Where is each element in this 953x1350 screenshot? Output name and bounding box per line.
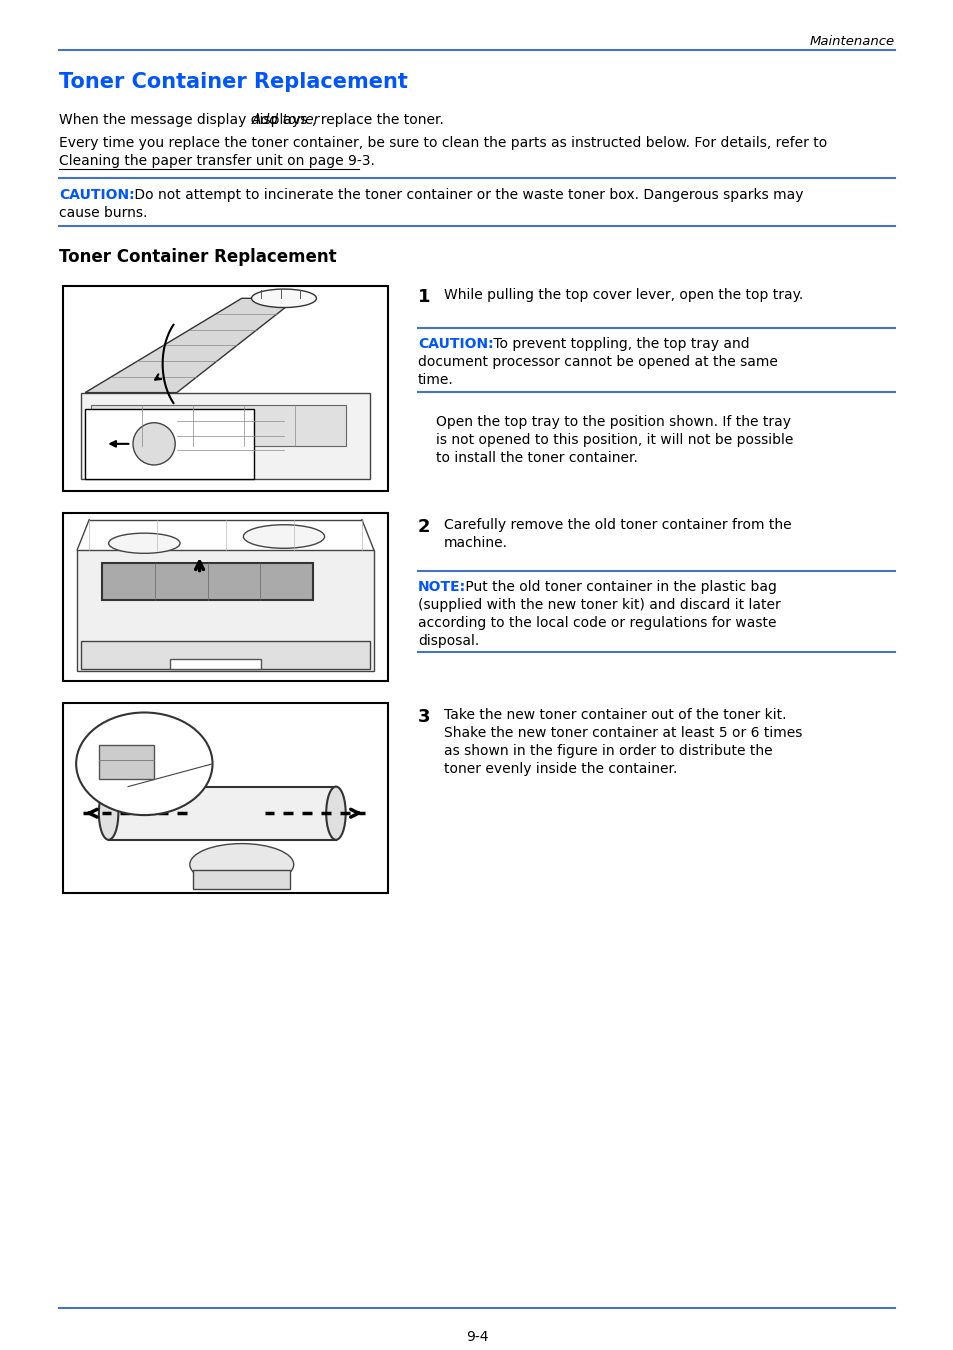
Bar <box>81 641 370 670</box>
Ellipse shape <box>99 787 118 840</box>
Text: machine.: machine. <box>443 536 507 549</box>
Text: Every time you replace the toner container, be sure to clean the parts as instru: Every time you replace the toner contain… <box>59 136 826 150</box>
Bar <box>63 513 388 680</box>
Text: While pulling the top cover lever, open the top tray.: While pulling the top cover lever, open … <box>443 288 802 302</box>
Bar <box>85 409 253 479</box>
Text: cause burns.: cause burns. <box>59 207 148 220</box>
Bar <box>77 549 374 671</box>
Text: 9-4: 9-4 <box>465 1330 488 1345</box>
Bar <box>63 286 388 491</box>
Text: document processor cannot be opened at the same: document processor cannot be opened at t… <box>417 355 777 369</box>
Bar <box>109 787 335 840</box>
Text: Maintenance: Maintenance <box>809 35 894 49</box>
Text: Do not attempt to incinerate the toner container or the waste toner box. Dangero: Do not attempt to incinerate the toner c… <box>130 188 802 202</box>
Bar <box>99 745 154 779</box>
Text: Toner Container Replacement: Toner Container Replacement <box>59 72 408 92</box>
Text: time.: time. <box>417 373 454 387</box>
Text: Add toner: Add toner <box>252 113 320 127</box>
Text: Shake the new toner container at least 5 or 6 times: Shake the new toner container at least 5… <box>443 726 801 740</box>
Ellipse shape <box>76 713 213 815</box>
Text: according to the local code or regulations for waste: according to the local code or regulatio… <box>417 616 776 630</box>
Text: as shown in the figure in order to distribute the: as shown in the figure in order to distr… <box>443 744 772 757</box>
Text: CAUTION:: CAUTION: <box>417 338 493 351</box>
Text: When the message display displays: When the message display displays <box>59 113 312 127</box>
Text: (supplied with the new toner kit) and discard it later: (supplied with the new toner kit) and di… <box>417 598 780 612</box>
Text: 1: 1 <box>417 288 430 306</box>
Text: To prevent toppling, the top tray and: To prevent toppling, the top tray and <box>488 338 749 351</box>
Ellipse shape <box>109 533 180 554</box>
Text: disposal.: disposal. <box>417 634 478 648</box>
Bar <box>171 659 261 670</box>
Ellipse shape <box>243 525 324 548</box>
Ellipse shape <box>190 844 294 886</box>
Ellipse shape <box>252 289 316 308</box>
Text: CAUTION:: CAUTION: <box>59 188 134 202</box>
Text: Open the top tray to the position shown. If the tray: Open the top tray to the position shown.… <box>436 414 790 429</box>
Text: Take the new toner container out of the toner kit.: Take the new toner container out of the … <box>443 707 785 722</box>
Text: Cleaning the paper transfer unit on page 9-3.: Cleaning the paper transfer unit on page… <box>59 154 375 167</box>
Text: 3: 3 <box>417 707 430 726</box>
Polygon shape <box>85 298 296 393</box>
Bar <box>193 871 290 890</box>
Circle shape <box>132 423 175 464</box>
Bar <box>63 703 388 892</box>
Text: to install the toner container.: to install the toner container. <box>436 451 638 464</box>
Bar <box>102 563 313 601</box>
Text: , replace the toner.: , replace the toner. <box>312 113 443 127</box>
Text: NOTE:: NOTE: <box>417 580 466 594</box>
Text: Toner Container Replacement: Toner Container Replacement <box>59 248 336 266</box>
Text: 2: 2 <box>417 518 430 536</box>
Ellipse shape <box>326 787 345 840</box>
Text: Carefully remove the old toner container from the: Carefully remove the old toner container… <box>443 518 791 532</box>
Bar <box>91 405 346 446</box>
Text: is not opened to this position, it will not be possible: is not opened to this position, it will … <box>436 433 793 447</box>
Text: toner evenly inside the container.: toner evenly inside the container. <box>443 761 677 776</box>
Bar <box>81 393 370 479</box>
Text: Put the old toner container in the plastic bag: Put the old toner container in the plast… <box>460 580 776 594</box>
